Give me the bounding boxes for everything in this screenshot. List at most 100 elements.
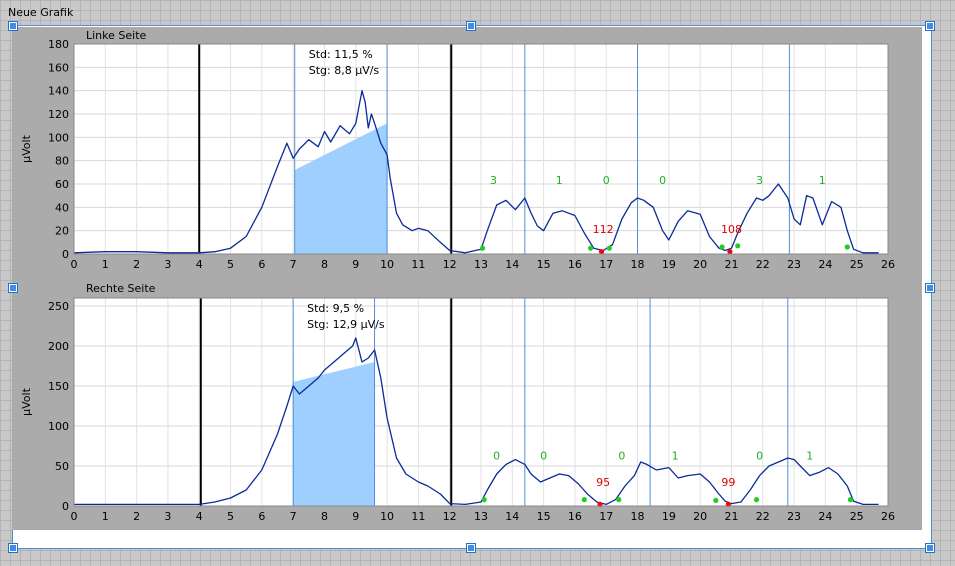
count-label: 0 — [493, 450, 500, 463]
y-tick-label: 140 — [48, 85, 69, 98]
count-label: 1 — [819, 174, 826, 187]
x-tick-label: 25 — [850, 258, 864, 271]
x-tick-label: 21 — [724, 510, 738, 523]
min-value-label: 108 — [721, 223, 742, 236]
y-tick-label: 250 — [48, 300, 69, 313]
y-tick-label: 200 — [48, 340, 69, 353]
resize-handle-middle-right[interactable] — [926, 284, 934, 292]
x-tick-label: 9 — [352, 258, 359, 271]
x-tick-label: 9 — [352, 510, 359, 523]
x-tick-label: 12 — [443, 258, 457, 271]
stats-std: Std: 9,5 % — [307, 302, 364, 315]
count-label: 3 — [490, 174, 497, 187]
x-tick-label: 0 — [71, 510, 78, 523]
resize-handle-top-left[interactable] — [9, 22, 17, 30]
x-tick-label: 25 — [850, 510, 864, 523]
green-point-marker — [753, 497, 760, 503]
x-tick-label: 18 — [631, 258, 645, 271]
x-tick-label: 19 — [662, 510, 676, 523]
x-tick-label: 4 — [196, 510, 203, 523]
x-tick-label: 12 — [443, 510, 457, 523]
x-tick-label: 10 — [380, 510, 394, 523]
x-tick-label: 7 — [290, 258, 297, 271]
x-tick-label: 20 — [693, 510, 707, 523]
resize-handle-middle-left[interactable] — [9, 284, 17, 292]
x-tick-label: 5 — [227, 510, 234, 523]
resize-handle-bottom-right[interactable] — [926, 544, 934, 552]
x-tick-label: 17 — [599, 258, 613, 271]
x-tick-label: 19 — [662, 258, 676, 271]
resize-handle-bottom-center[interactable] — [467, 544, 475, 552]
green-point-marker — [844, 244, 850, 250]
x-tick-label: 23 — [787, 258, 801, 271]
green-point-marker — [606, 245, 612, 251]
x-tick-label: 20 — [693, 258, 707, 271]
red-point-marker — [727, 249, 733, 255]
green-point-marker — [479, 245, 486, 251]
green-point-marker — [847, 497, 854, 503]
count-label: 1 — [556, 174, 563, 187]
count-label: 1 — [672, 450, 679, 463]
x-tick-label: 13 — [474, 258, 488, 271]
count-label: 0 — [618, 450, 625, 463]
y-tick-label: 60 — [55, 178, 69, 191]
min-value-label: 112 — [593, 223, 614, 236]
x-tick-label: 18 — [631, 510, 645, 523]
x-tick-label: 1 — [102, 510, 109, 523]
series-line — [74, 337, 879, 506]
y-tick-label: 0 — [62, 248, 69, 261]
y-tick-label: 180 — [48, 38, 69, 51]
x-tick-label: 4 — [196, 258, 203, 271]
x-tick-label: 26 — [881, 510, 895, 523]
resize-handle-bottom-left[interactable] — [9, 544, 17, 552]
green-point-marker — [735, 243, 741, 249]
green-point-marker — [587, 245, 594, 251]
y-tick-label: 50 — [55, 460, 69, 473]
y-tick-label: 160 — [48, 61, 69, 74]
graph-right-panel: Rechte Seite 0 50 100 150 200 250 0 1 2 3 4 5 6 7 8 9 10… — [12, 280, 922, 530]
green-point-marker — [713, 497, 719, 503]
y-axis-label: µVolt — [20, 134, 33, 162]
graph-left-title: Linke Seite — [86, 29, 147, 42]
green-point-marker — [719, 244, 725, 250]
resize-handle-top-right[interactable] — [926, 22, 934, 30]
x-tick-label: 10 — [380, 258, 394, 271]
highlight-region — [294, 123, 388, 254]
stats-std: Std: 11,5 % — [309, 48, 373, 61]
count-label: 0 — [659, 174, 666, 187]
x-tick-label: 22 — [756, 510, 770, 523]
x-tick-label: 6 — [258, 510, 265, 523]
y-tick-label: 80 — [55, 155, 69, 168]
count-label: 0 — [603, 174, 610, 187]
resize-handle-top-center[interactable] — [467, 22, 475, 30]
x-tick-label: 15 — [537, 258, 551, 271]
x-tick-label: 16 — [568, 258, 582, 271]
graph-left-panel: Linke Seite 0 20 40 60 80 100 120 140 160 180 0 1 2 3… — [12, 27, 922, 283]
y-tick-label: 0 — [62, 500, 69, 513]
window-title: Neue Grafik — [8, 6, 74, 19]
x-tick-label: 11 — [411, 510, 425, 523]
x-tick-label: 3 — [164, 258, 171, 271]
x-tick-label: 7 — [290, 510, 297, 523]
x-tick-label: 24 — [818, 510, 832, 523]
x-tick-label: 3 — [164, 510, 171, 523]
min-value-label: 95 — [596, 476, 610, 489]
x-tick-label: 14 — [505, 510, 519, 523]
y-tick-label: 100 — [48, 420, 69, 433]
y-tick-label: 20 — [55, 225, 69, 238]
x-tick-label: 5 — [227, 258, 234, 271]
x-tick-label: 8 — [321, 510, 328, 523]
x-tick-label: 14 — [505, 258, 519, 271]
x-tick-label: 0 — [71, 258, 78, 271]
green-point-marker — [581, 497, 587, 503]
x-tick-label: 2 — [133, 510, 140, 523]
x-tick-label: 17 — [599, 510, 613, 523]
x-tick-label: 15 — [537, 510, 551, 523]
green-point-marker — [616, 497, 622, 503]
y-axis-label: µVolt — [20, 387, 33, 415]
x-tick-label: 11 — [411, 258, 425, 271]
y-tick-label: 40 — [55, 201, 69, 214]
plot-border — [73, 297, 889, 507]
